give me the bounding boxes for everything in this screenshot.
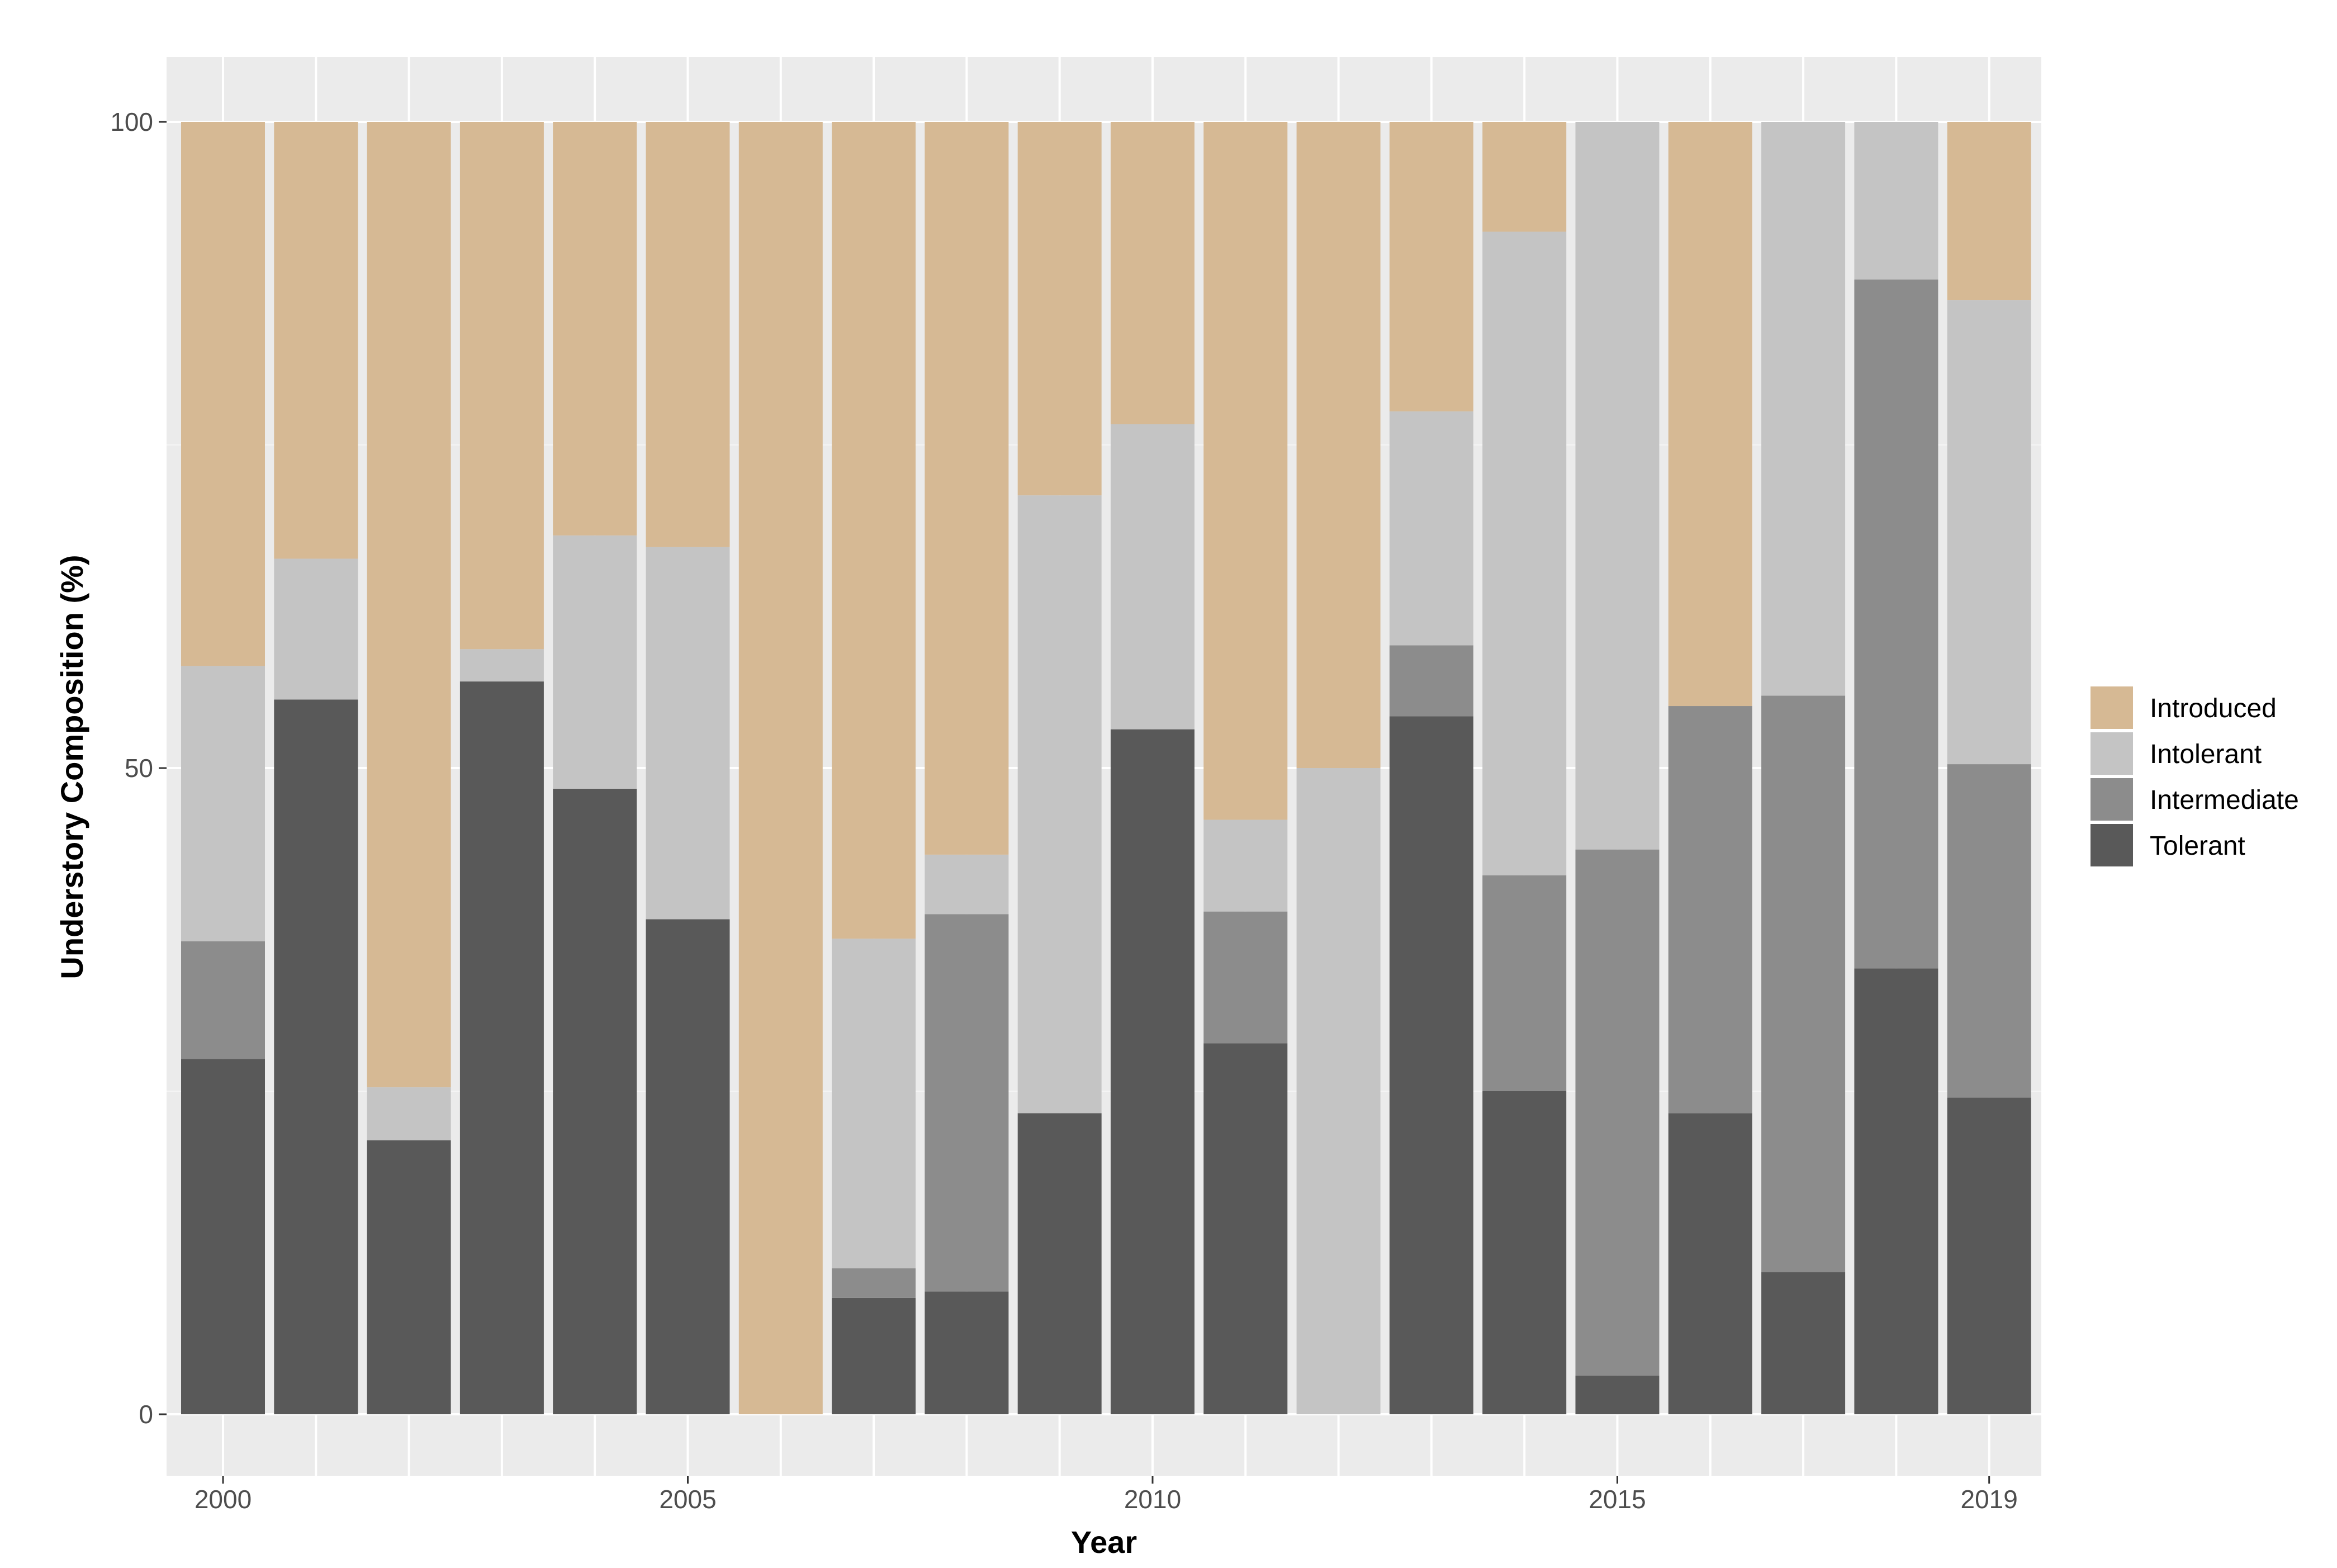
bar-segment-tolerant-2004: [553, 788, 637, 1414]
bar-segment-introduced-2005: [646, 122, 730, 547]
bar-segment-tolerant-2002: [367, 1140, 451, 1414]
bar-segment-intolerant-2002: [367, 1087, 451, 1140]
bar-segment-intolerant-2008: [925, 854, 1009, 915]
bar-segment-introduced-2008: [925, 122, 1009, 855]
bar-segment-tolerant-2017: [1761, 1272, 1846, 1414]
legend-key-intermediate: [2090, 778, 2133, 821]
bar-segment-introduced-2006: [738, 122, 823, 1414]
bar-segment-introduced-2014: [1482, 122, 1567, 232]
legend-key-tolerant: [2090, 824, 2133, 866]
x-axis-title: Year: [1071, 1524, 1137, 1560]
legend-label-intermediate: Intermediate: [2150, 785, 2299, 815]
bar-segment-tolerant-2005: [646, 919, 730, 1414]
bar-segment-intolerant-2018: [1854, 122, 1938, 280]
bar-segment-introduced-2010: [1111, 122, 1194, 425]
bar-segment-intolerant-2003: [459, 649, 544, 682]
bar-segment-intermediate-2015: [1575, 849, 1660, 1376]
y-axis-title: Understory Composition (%): [54, 555, 89, 979]
bar-segment-intolerant-2015: [1575, 122, 1660, 850]
bar-segment-intermediate-2011: [1203, 911, 1288, 1044]
y-tick-label: 0: [139, 1400, 153, 1429]
bar-segment-introduced-2013: [1389, 122, 1473, 411]
bar-segment-intermediate-2018: [1854, 280, 1938, 969]
bar-segment-intermediate-2014: [1482, 875, 1567, 1091]
bar-segment-tolerant-2010: [1111, 729, 1194, 1414]
y-tick-label: 50: [125, 754, 153, 783]
legend-label-tolerant: Tolerant: [2150, 831, 2245, 861]
bar-segment-tolerant-2003: [459, 681, 544, 1414]
legend-key-introduced: [2090, 686, 2133, 729]
bar-segment-intermediate-2017: [1761, 695, 1846, 1272]
x-tick-label: 2005: [659, 1485, 716, 1514]
x-axis: 2000 2005 2010 2015 2019: [195, 1476, 2018, 1514]
bar-segment-tolerant-2000: [181, 1059, 265, 1414]
bar-segment-tolerant-2007: [832, 1297, 916, 1414]
bar-segment-introduced-2007: [832, 122, 916, 939]
bar-segment-introduced-2003: [459, 122, 544, 650]
bar-segment-intolerant-2012: [1296, 768, 1381, 1414]
bar-segment-intolerant-2009: [1017, 495, 1102, 1114]
bar-segment-intolerant-2017: [1761, 122, 1846, 696]
legend-label-introduced: Introduced: [2150, 694, 2277, 723]
bar-segment-introduced-2019: [1947, 122, 2031, 301]
bar-segment-introduced-2011: [1203, 122, 1288, 820]
bar-segment-tolerant-2019: [1947, 1097, 2031, 1414]
bar-segment-introduced-2016: [1668, 122, 1752, 707]
bar-segment-tolerant-2014: [1482, 1091, 1567, 1414]
x-tick-label: 2000: [195, 1485, 252, 1514]
bar-segment-tolerant-2011: [1203, 1043, 1288, 1414]
bar-segment-intolerant-2001: [274, 558, 358, 700]
bar-segment-intolerant-2005: [646, 547, 730, 920]
bar-segment-tolerant-2008: [925, 1291, 1009, 1414]
bar-segment-introduced-2000: [181, 122, 265, 666]
y-tick-label: 100: [110, 107, 153, 136]
y-axis: 0 50 100: [110, 107, 167, 1429]
bar-segment-intermediate-2000: [181, 941, 265, 1059]
legend-key-intolerant: [2090, 732, 2133, 775]
bar-segment-tolerant-2018: [1854, 968, 1938, 1414]
bar-segment-intolerant-2004: [553, 535, 637, 789]
bar-segment-intermediate-2007: [832, 1268, 916, 1298]
x-tick-label: 2015: [1589, 1485, 1646, 1514]
bar-segment-intermediate-2019: [1947, 764, 2031, 1098]
bar-segment-intolerant-2019: [1947, 300, 2031, 765]
x-tick-label: 2010: [1124, 1485, 1181, 1514]
bar-segment-tolerant-2015: [1575, 1375, 1660, 1414]
bar-segment-intolerant-2013: [1389, 411, 1473, 646]
bar-segment-intolerant-2000: [181, 666, 265, 941]
legend-label-intolerant: Intolerant: [2150, 740, 2262, 769]
bar-segment-intermediate-2008: [925, 914, 1009, 1292]
bar-segment-tolerant-2016: [1668, 1113, 1752, 1414]
bar-segment-intolerant-2011: [1203, 819, 1288, 912]
bar-segment-tolerant-2001: [274, 699, 358, 1414]
bar-segment-intolerant-2007: [832, 939, 916, 1268]
bar-segment-intolerant-2014: [1482, 231, 1567, 875]
bar-segment-tolerant-2009: [1017, 1113, 1102, 1414]
x-tick-label: 2019: [1961, 1485, 2018, 1514]
bar-segment-intermediate-2013: [1389, 645, 1473, 717]
bar-segment-intolerant-2010: [1111, 424, 1194, 729]
bars: [181, 122, 2031, 1414]
bar-segment-introduced-2002: [367, 122, 451, 1088]
bar-segment-introduced-2009: [1017, 122, 1102, 496]
legend: Introduced Intolerant Intermediate Tolerant: [2090, 686, 2299, 866]
bar-segment-intermediate-2016: [1668, 706, 1752, 1114]
bar-segment-introduced-2012: [1296, 122, 1381, 768]
bar-segment-introduced-2001: [274, 122, 358, 559]
bar-segment-introduced-2004: [553, 122, 637, 536]
bar-segment-tolerant-2013: [1389, 716, 1473, 1414]
